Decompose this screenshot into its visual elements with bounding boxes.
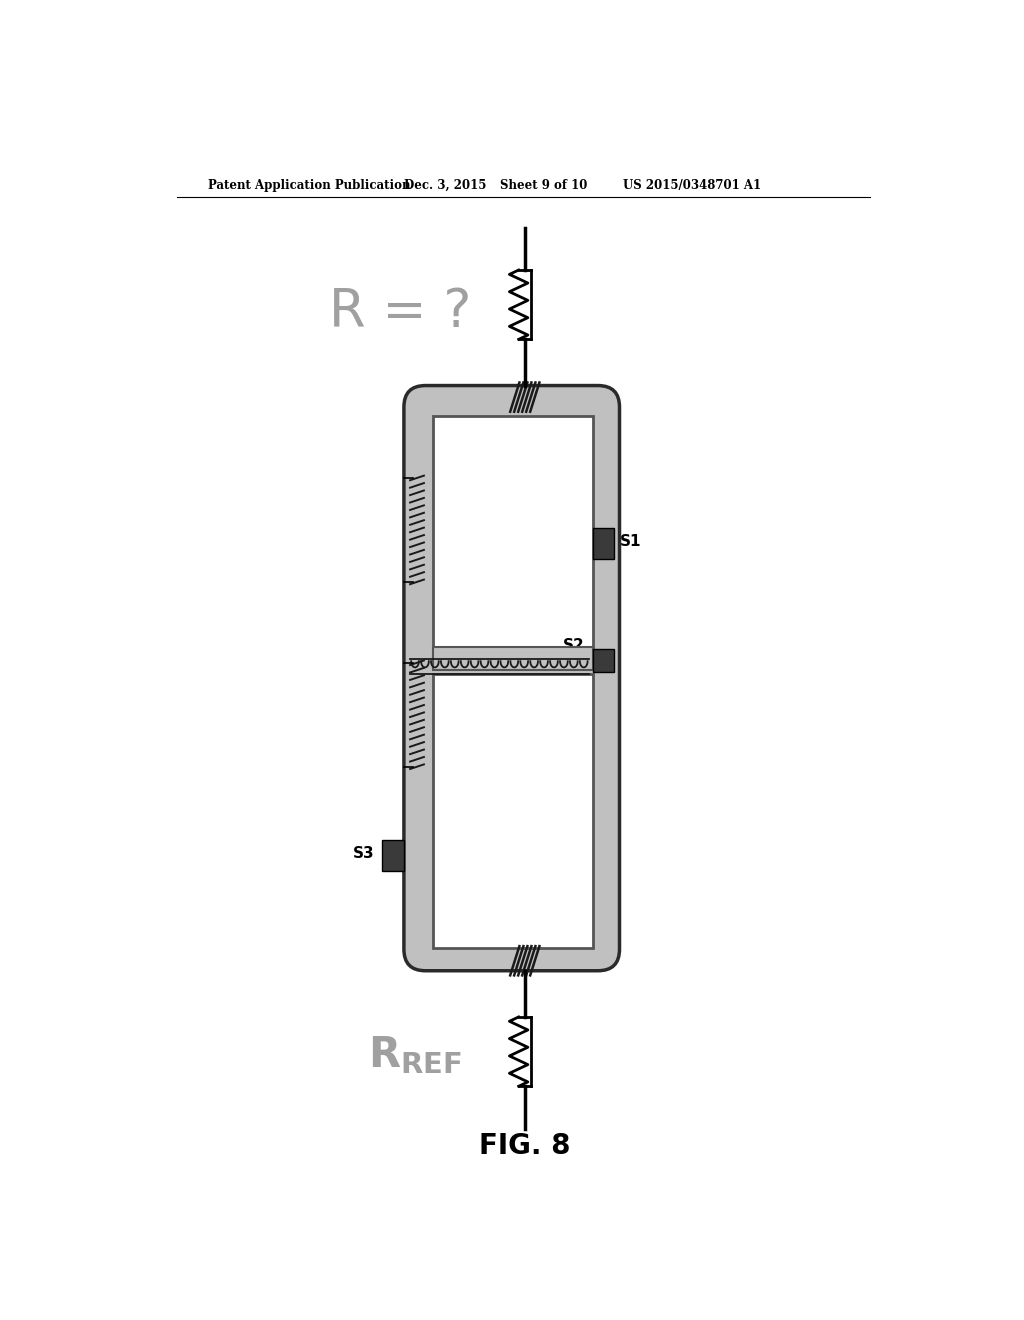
Bar [382, 840, 403, 871]
Bar [433, 647, 593, 671]
Text: $\mathbf{R_{REF}}$: $\mathbf{R_{REF}}$ [368, 1035, 462, 1076]
Text: Sheet 9 of 10: Sheet 9 of 10 [500, 178, 588, 191]
Text: R = ?: R = ? [330, 286, 472, 338]
FancyBboxPatch shape [403, 385, 620, 970]
Bar [593, 649, 614, 672]
Text: Patent Application Publication: Patent Application Publication [208, 178, 410, 191]
Text: S2: S2 [563, 638, 585, 652]
Bar [593, 528, 614, 558]
Bar [433, 675, 593, 948]
Text: FIG. 8: FIG. 8 [479, 1131, 570, 1159]
Text: S3: S3 [353, 846, 375, 861]
Text: US 2015/0348701 A1: US 2015/0348701 A1 [624, 178, 762, 191]
Bar [433, 416, 593, 647]
Text: Dec. 3, 2015: Dec. 3, 2015 [403, 178, 486, 191]
Text: S1: S1 [621, 535, 642, 549]
